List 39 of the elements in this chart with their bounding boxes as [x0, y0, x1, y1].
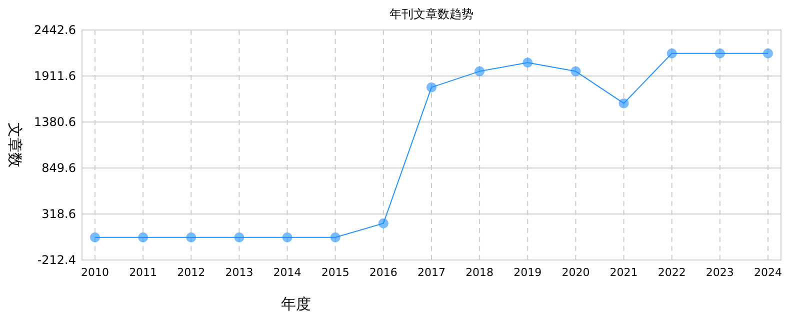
- point: [378, 218, 388, 228]
- point: [570, 66, 581, 76]
- point: [714, 48, 725, 58]
- chart-title: 年刊文章数趋势: [390, 7, 474, 21]
- x-tick-label: 2023: [706, 266, 734, 279]
- x-tick-label: 2019: [514, 266, 542, 279]
- y-tick-label: 1380.6: [34, 115, 76, 129]
- y-tick-label: 849.6: [42, 161, 76, 175]
- x-tick-label: 2016: [369, 266, 398, 279]
- x-tick-label: 2020: [562, 266, 590, 279]
- y-axis-title: 文章数: [6, 122, 24, 168]
- x-tick-label: 2010: [81, 266, 109, 279]
- point: [138, 232, 148, 242]
- x-tick-label: 2024: [754, 266, 782, 279]
- point: [426, 82, 436, 92]
- y-tick-label: 1911.6: [34, 69, 76, 83]
- point: [618, 98, 629, 108]
- point: [474, 66, 485, 76]
- y-tick-label: 2442.6: [34, 23, 76, 37]
- x-tick-label: 2021: [610, 266, 638, 279]
- x-tick-label: 2012: [177, 266, 206, 279]
- y-tick-label: 318.6: [42, 207, 76, 221]
- x-tick-label: 2011: [129, 266, 158, 279]
- x-tick-label: 2015: [321, 266, 350, 279]
- point: [282, 232, 292, 242]
- x-tick-label: 2014: [273, 266, 302, 279]
- x-tick-label: 2017: [418, 266, 446, 279]
- point: [234, 232, 244, 242]
- point: [666, 48, 677, 58]
- point: [90, 232, 100, 242]
- x-axis-title: 年度: [281, 295, 311, 313]
- point: [763, 48, 773, 58]
- y-tick-label: -212.4: [37, 253, 76, 267]
- x-tick-label: 2022: [658, 266, 686, 279]
- x-tick-label: 2013: [225, 266, 254, 279]
- point: [330, 232, 340, 242]
- x-tick-label: 2018: [466, 266, 494, 279]
- point: [522, 58, 533, 68]
- point: [186, 232, 196, 242]
